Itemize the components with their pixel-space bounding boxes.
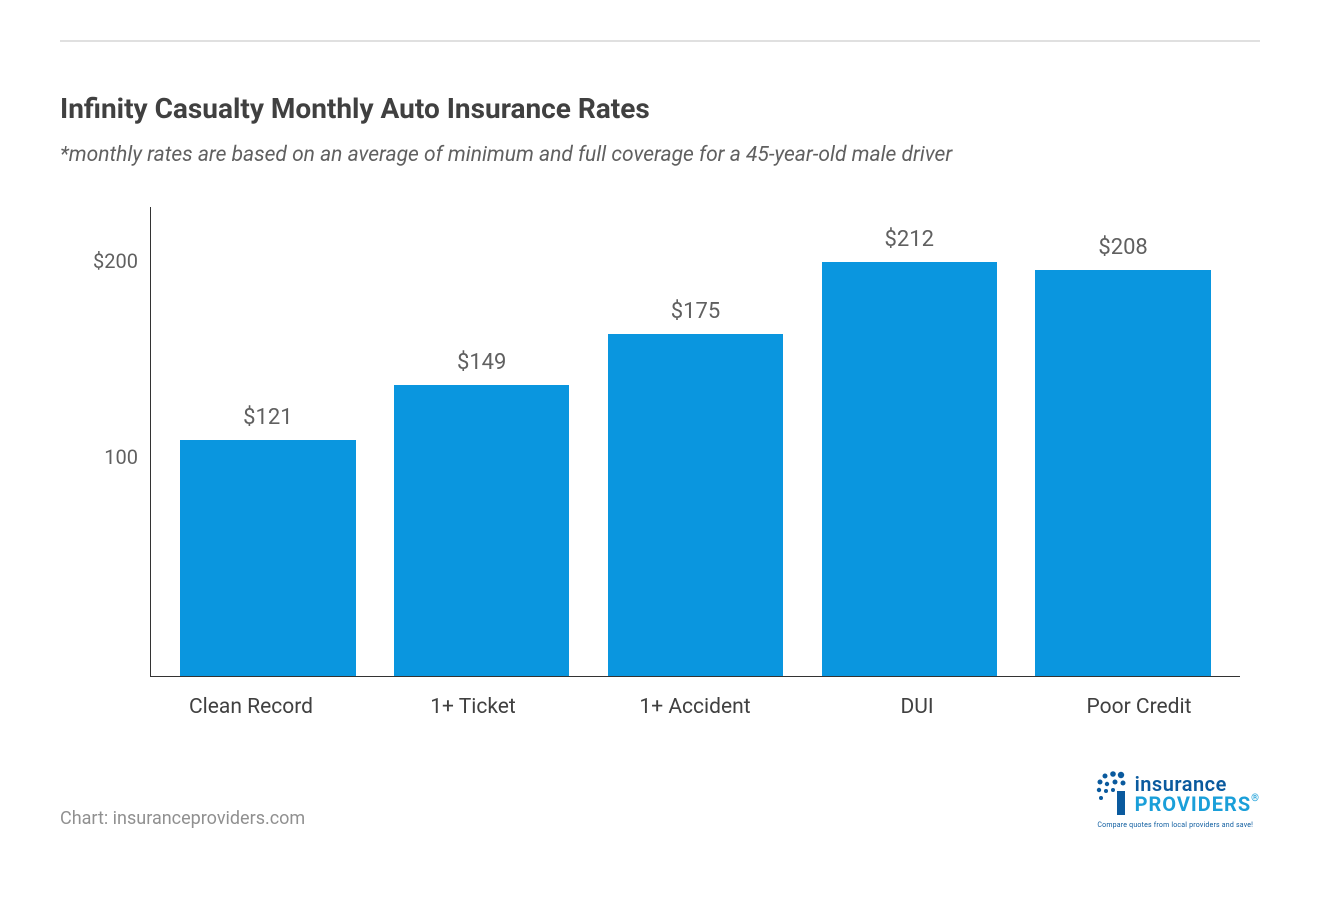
chart-footer: Chart: insuranceproviders.com xyxy=(60,769,1260,829)
x-axis-label: Poor Credit xyxy=(1028,695,1250,719)
logo-line1: insurance xyxy=(1135,774,1260,794)
y-axis: 100 $200 xyxy=(80,207,150,677)
x-axis-label: DUI xyxy=(806,695,1028,719)
y-tick-label: $200 xyxy=(93,249,138,273)
bar-slot: $208 xyxy=(1016,207,1230,676)
logo-tagline: Compare quotes from local providers and … xyxy=(1097,821,1253,829)
chart-title: Infinity Casualty Monthly Auto Insurance… xyxy=(60,92,1260,125)
bar-value-label: $208 xyxy=(1098,235,1147,260)
x-axis-label: 1+ Ticket xyxy=(362,695,584,719)
bar xyxy=(394,385,569,676)
plot-area: $121 $149 $175 $212 $208 xyxy=(150,207,1240,677)
bar-slot: $121 xyxy=(161,207,375,676)
bar xyxy=(608,334,783,676)
chart-credit: Chart: insuranceproviders.com xyxy=(60,808,305,829)
logo-line2: PROVIDERS® xyxy=(1135,794,1260,814)
bar-value-label: $121 xyxy=(243,405,292,430)
bars-wrapper: $121 $149 $175 $212 $208 xyxy=(151,207,1240,676)
bar xyxy=(180,440,355,676)
bar-slot: $175 xyxy=(589,207,803,676)
x-axis-labels: Clean Record1+ Ticket1+ AccidentDUIPoor … xyxy=(130,695,1260,719)
bar-slot: $212 xyxy=(802,207,1016,676)
bar-value-label: $212 xyxy=(885,227,934,252)
bar xyxy=(1035,270,1210,676)
bar-value-label: $149 xyxy=(457,350,506,375)
logo-dots-icon xyxy=(1091,769,1129,819)
bar-value-label: $175 xyxy=(671,299,720,324)
top-divider xyxy=(60,40,1260,42)
bar xyxy=(822,262,997,676)
brand-logo: insurance PROVIDERS® Compare quotes from… xyxy=(1091,769,1260,829)
x-axis-label: 1+ Accident xyxy=(584,695,806,719)
bar-slot: $149 xyxy=(375,207,589,676)
x-axis-label: Clean Record xyxy=(140,695,362,719)
chart-container: 100 $200 $121 $149 $175 $212 $208 xyxy=(80,207,1240,677)
chart-subtitle: *monthly rates are based on an average o… xyxy=(60,143,1260,167)
y-tick-label: 100 xyxy=(104,445,138,469)
